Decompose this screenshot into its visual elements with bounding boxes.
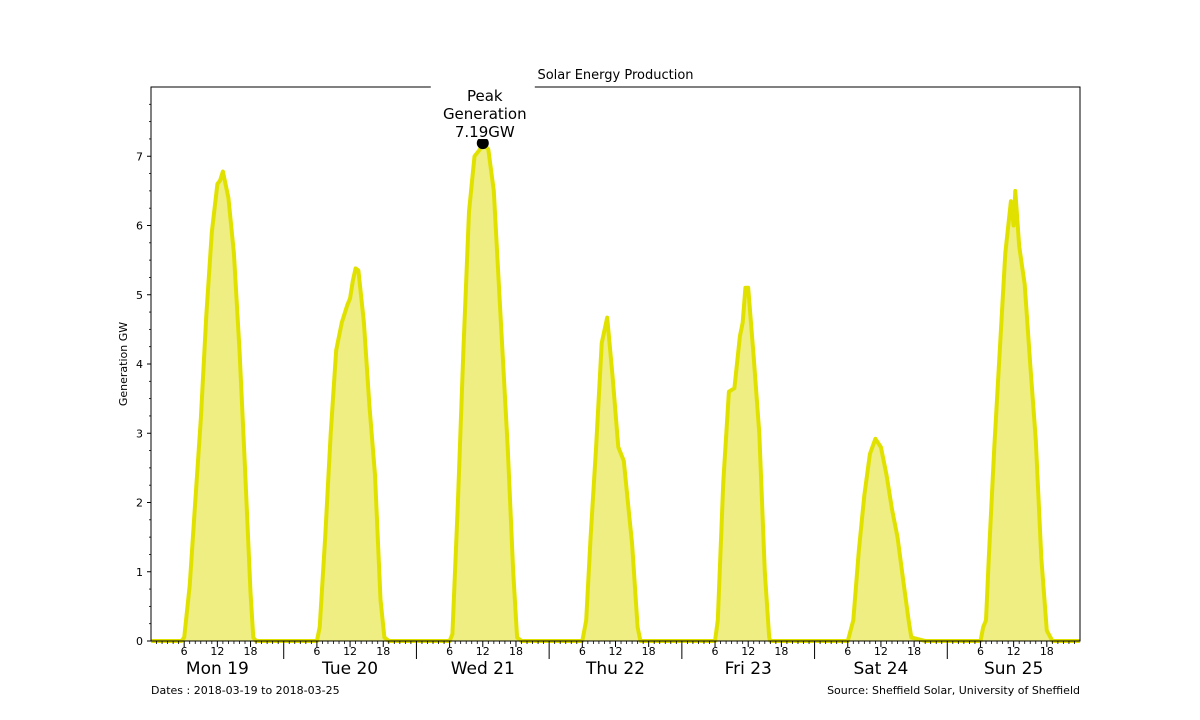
generation-area [151, 143, 1080, 641]
hour-tick-label: 6 [712, 645, 719, 658]
hour-tick-label: 18 [244, 645, 258, 658]
hour-tick-label: 18 [642, 645, 656, 658]
hour-tick-label: 6 [844, 645, 851, 658]
hour-tick-label: 12 [343, 645, 357, 658]
day-label: Sun 25 [984, 659, 1043, 679]
y-tick-label: 0 [136, 635, 143, 648]
y-tick-label: 7 [136, 150, 143, 163]
hour-tick-label: 6 [446, 645, 453, 658]
hour-tick-label: 12 [1007, 645, 1021, 658]
y-tick-label: 6 [136, 220, 143, 233]
hour-tick-label: 6 [181, 645, 188, 658]
hour-tick-label: 6 [313, 645, 320, 658]
hour-tick-label: 18 [509, 645, 523, 658]
y-axis-label: Generation GW [117, 322, 130, 406]
hour-tick-label: 12 [609, 645, 623, 658]
hour-tick-label: 18 [774, 645, 788, 658]
day-label: Fri 23 [725, 659, 772, 679]
day-label: Wed 21 [451, 659, 515, 679]
y-tick-label: 5 [136, 289, 143, 302]
peak-annotation-line: 7.19GW [455, 123, 515, 141]
hour-tick-label: 12 [874, 645, 888, 658]
chart-title: Solar Energy Production [537, 68, 693, 83]
footer-source: Source: Sheffield Solar, University of S… [827, 684, 1080, 697]
peak-annotation-box [430, 83, 535, 139]
peak-annotation-line: Generation [443, 105, 527, 123]
peak-marker [476, 137, 489, 150]
peak-annotation-line: Peak [467, 87, 503, 105]
footer-dates: Dates : 2018-03-19 to 2018-03-25 [151, 684, 340, 697]
hour-tick-label: 12 [476, 645, 490, 658]
hour-tick-label: 18 [907, 645, 921, 658]
hour-tick-label: 6 [579, 645, 586, 658]
hour-tick-label: 18 [376, 645, 390, 658]
y-tick-label: 3 [136, 427, 143, 440]
day-label: Mon 19 [186, 659, 249, 679]
hour-tick-label: 6 [977, 645, 984, 658]
day-label: Thu 22 [585, 659, 645, 679]
y-tick-label: 4 [136, 358, 143, 371]
y-tick-label: 2 [136, 497, 143, 510]
hour-tick-label: 18 [1040, 645, 1054, 658]
hour-tick-label: 12 [741, 645, 755, 658]
day-label: Tue 20 [321, 659, 378, 679]
y-tick-label: 1 [136, 566, 143, 579]
day-label: Sat 24 [853, 659, 908, 679]
hour-tick-label: 12 [210, 645, 224, 658]
